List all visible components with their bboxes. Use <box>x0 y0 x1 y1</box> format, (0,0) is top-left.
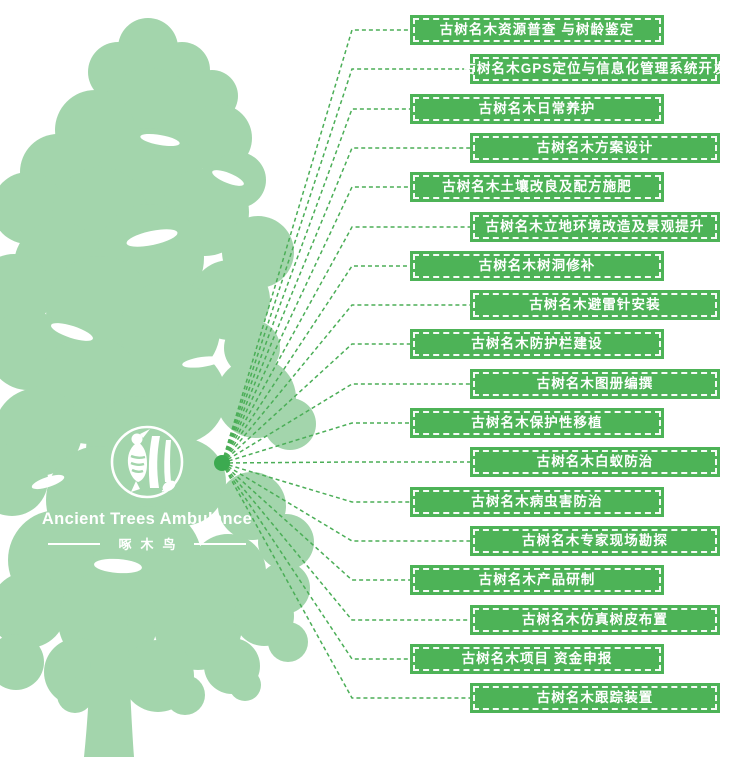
connector-line-11 <box>221 422 410 464</box>
service-box-border: 古树名木产品研制 <box>413 568 661 592</box>
connector-line-17 <box>221 462 410 660</box>
connector-line-14 <box>221 462 470 542</box>
connector-line-6 <box>221 226 470 464</box>
service-box-border: 古树名木立地环境改造及景观提升 <box>473 215 717 239</box>
brand-logo: Ancient Trees Ambulance 啄木鸟 <box>16 418 278 553</box>
service-box-border: 古树名木防护栏建设 <box>413 332 661 356</box>
service-box-12: 古树名木白蚁防治 <box>470 447 720 477</box>
service-box-border: 古树名木白蚁防治 <box>473 450 717 474</box>
connector-line-9 <box>221 343 410 464</box>
connector-line-12 <box>221 461 470 464</box>
service-box-border: 古树名木避雷针安装 <box>473 293 717 317</box>
service-box-7: 古树名木树洞修补 <box>410 251 664 281</box>
service-box-8: 古树名木避雷针安装 <box>470 290 720 320</box>
connector-line-2 <box>221 68 470 464</box>
service-box-5: 古树名木土壤改良及配方施肥 <box>410 172 664 202</box>
service-box-border: 古树名木图册编撰 <box>473 372 717 396</box>
tree-trunk <box>84 550 134 757</box>
connector-line-3 <box>221 108 410 464</box>
service-box-16: 古树名木仿真树皮布置 <box>470 605 720 635</box>
service-label: 古树名木白蚁防治 <box>536 454 654 470</box>
service-box-17: 古树名木项目 资金申报 <box>410 644 664 674</box>
service-label: 古树名木GPS定位与信息化管理系统开发 <box>462 61 728 77</box>
service-label: 古树名木日常养护 <box>478 101 596 117</box>
service-box-6: 古树名木立地环境改造及景观提升 <box>470 212 720 242</box>
service-label: 古树名木专家现场勘探 <box>522 533 668 549</box>
connector-line-8 <box>221 304 470 464</box>
service-label: 古树名木避雷针安装 <box>529 297 661 313</box>
service-box-border: 古树名木保护性移植 <box>413 411 661 435</box>
connector-line-16 <box>221 462 470 621</box>
service-box-10: 古树名木图册编撰 <box>470 369 720 399</box>
woodpecker-icon <box>110 425 184 499</box>
service-box-3: 古树名木日常养护 <box>410 94 664 124</box>
connector-line-4 <box>221 147 470 464</box>
service-label: 古树名木图册编撰 <box>536 376 654 392</box>
service-box-14: 古树名木专家现场勘探 <box>470 526 720 556</box>
service-box-1: 古树名木资源普查 与树龄鉴定 <box>410 15 664 45</box>
service-box-border: 古树名木仿真树皮布置 <box>473 608 717 632</box>
service-label: 古树名木立地环境改造及景观提升 <box>485 219 705 235</box>
service-label: 古树名木跟踪装置 <box>536 690 654 706</box>
hub-dot <box>214 455 230 471</box>
service-label: 古树名木方案设计 <box>536 140 654 156</box>
service-box-13: 古树名木病虫害防治 <box>410 487 664 517</box>
service-box-15: 古树名木产品研制 <box>410 565 664 595</box>
brand-name-zh: 啄木鸟 <box>118 537 185 552</box>
service-label: 古树名木病虫害防治 <box>471 494 603 510</box>
connector-line-10 <box>221 383 470 464</box>
tree-canopy <box>0 18 316 715</box>
connector-line-7 <box>221 265 410 464</box>
service-box-border: 古树名木土壤改良及配方施肥 <box>413 175 661 199</box>
tree-canopy-gaps <box>31 133 244 574</box>
service-label: 古树名木保护性移植 <box>471 415 603 431</box>
service-box-11: 古树名木保护性移植 <box>410 408 664 438</box>
service-box-2: 古树名木GPS定位与信息化管理系统开发 <box>462 54 727 84</box>
connector-line-15 <box>221 462 410 581</box>
connector-line-13 <box>221 462 410 503</box>
service-box-border: 古树名木病虫害防治 <box>413 490 661 514</box>
brand-name: Ancient Trees Ambulance <box>41 510 253 528</box>
brand-name-zh-row: 啄木鸟 <box>16 534 278 553</box>
service-box-9: 古树名木防护栏建设 <box>410 329 664 359</box>
right-rule <box>193 542 246 545</box>
service-label: 古树名木仿真树皮布置 <box>522 612 668 628</box>
service-box-border: 古树名木跟踪装置 <box>473 686 717 710</box>
service-label: 古树名木产品研制 <box>478 572 596 588</box>
service-box-border: 古树名木GPS定位与信息化管理系统开发 <box>462 57 727 81</box>
service-box-border: 古树名木方案设计 <box>473 136 717 160</box>
service-box-4: 古树名木方案设计 <box>470 133 720 163</box>
service-label: 古树名木项目 资金申报 <box>461 651 613 667</box>
connector-line-5 <box>221 186 410 464</box>
service-label: 古树名木资源普查 与树龄鉴定 <box>439 22 635 38</box>
service-box-border: 古树名木树洞修补 <box>413 254 661 278</box>
service-label: 古树名木树洞修补 <box>478 258 596 274</box>
left-rule <box>48 542 101 545</box>
connector-line-18 <box>221 462 470 699</box>
service-box-border: 古树名木专家现场勘探 <box>473 529 717 553</box>
connector-line-1 <box>221 29 410 464</box>
service-label: 古树名木土壤改良及配方施肥 <box>442 179 632 195</box>
service-box-border: 古树名木日常养护 <box>413 97 661 121</box>
service-box-border: 古树名木项目 资金申报 <box>413 647 661 671</box>
service-box-border: 古树名木资源普查 与树龄鉴定 <box>413 18 661 42</box>
service-label: 古树名木防护栏建设 <box>471 336 603 352</box>
service-box-18: 古树名木跟踪装置 <box>470 683 720 713</box>
